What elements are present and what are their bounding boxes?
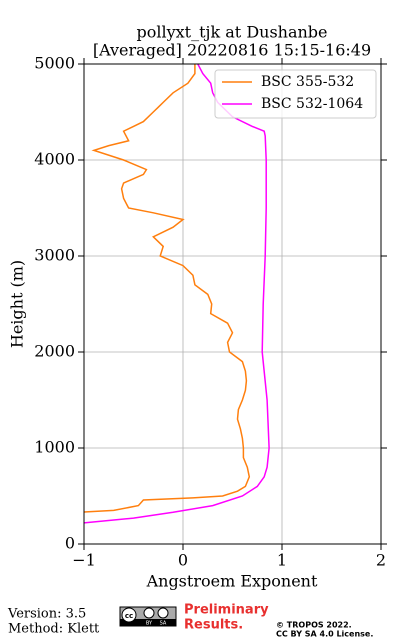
license-badge-strip xyxy=(120,619,176,626)
method: Method: Klett xyxy=(8,622,100,637)
legend: BSC 355-532 BSC 532-1064 xyxy=(214,69,377,119)
legend-box xyxy=(214,69,377,119)
legend-label: BSC 355-532 xyxy=(261,74,354,90)
badge-cc: cc xyxy=(125,612,133,620)
y-tick-label: 0 xyxy=(65,534,75,553)
x-tick-label: −1 xyxy=(72,551,96,570)
plot-area xyxy=(83,63,382,545)
data-line xyxy=(83,63,270,524)
version: Version: 3.5 xyxy=(7,607,86,622)
badge-icon xyxy=(121,607,137,623)
x-axis-label: Angstroem Exponent xyxy=(146,572,318,591)
y-tick-label: 3000 xyxy=(34,246,75,265)
preliminary: Results. xyxy=(184,618,243,633)
copyright: © TROPOS 2022. xyxy=(276,621,352,630)
copyright: CC BY SA 4.0 License. xyxy=(276,630,373,639)
x-tick-label: 0 xyxy=(178,551,188,570)
data-line xyxy=(83,64,251,513)
badge-icon xyxy=(157,607,169,619)
y-tick-label: 1000 xyxy=(34,438,75,457)
y-tick-label: 2000 xyxy=(34,342,75,361)
legend-label: BSC 532-1064 xyxy=(261,96,363,112)
badge-by: BY xyxy=(146,621,153,627)
chart-title: pollyxt_tjk at Dushanbe xyxy=(136,23,327,42)
badge-sa: SA xyxy=(160,621,167,627)
x-tick-label: 2 xyxy=(376,551,386,570)
y-axis-label: Height (m) xyxy=(8,260,27,348)
y-tick-label: 5000 xyxy=(34,54,75,73)
chart-subtitle: [Averaged] 20220816 15:15-16:49 xyxy=(93,41,371,60)
badge-icon xyxy=(143,607,155,619)
footer: Version: 3.5 Method: Klett cc BY SA Prel… xyxy=(7,603,373,639)
preliminary: Preliminary xyxy=(184,603,269,618)
axes-frame xyxy=(83,63,382,545)
x-tick-label: 1 xyxy=(277,551,287,570)
y-tick-label: 4000 xyxy=(34,150,75,169)
